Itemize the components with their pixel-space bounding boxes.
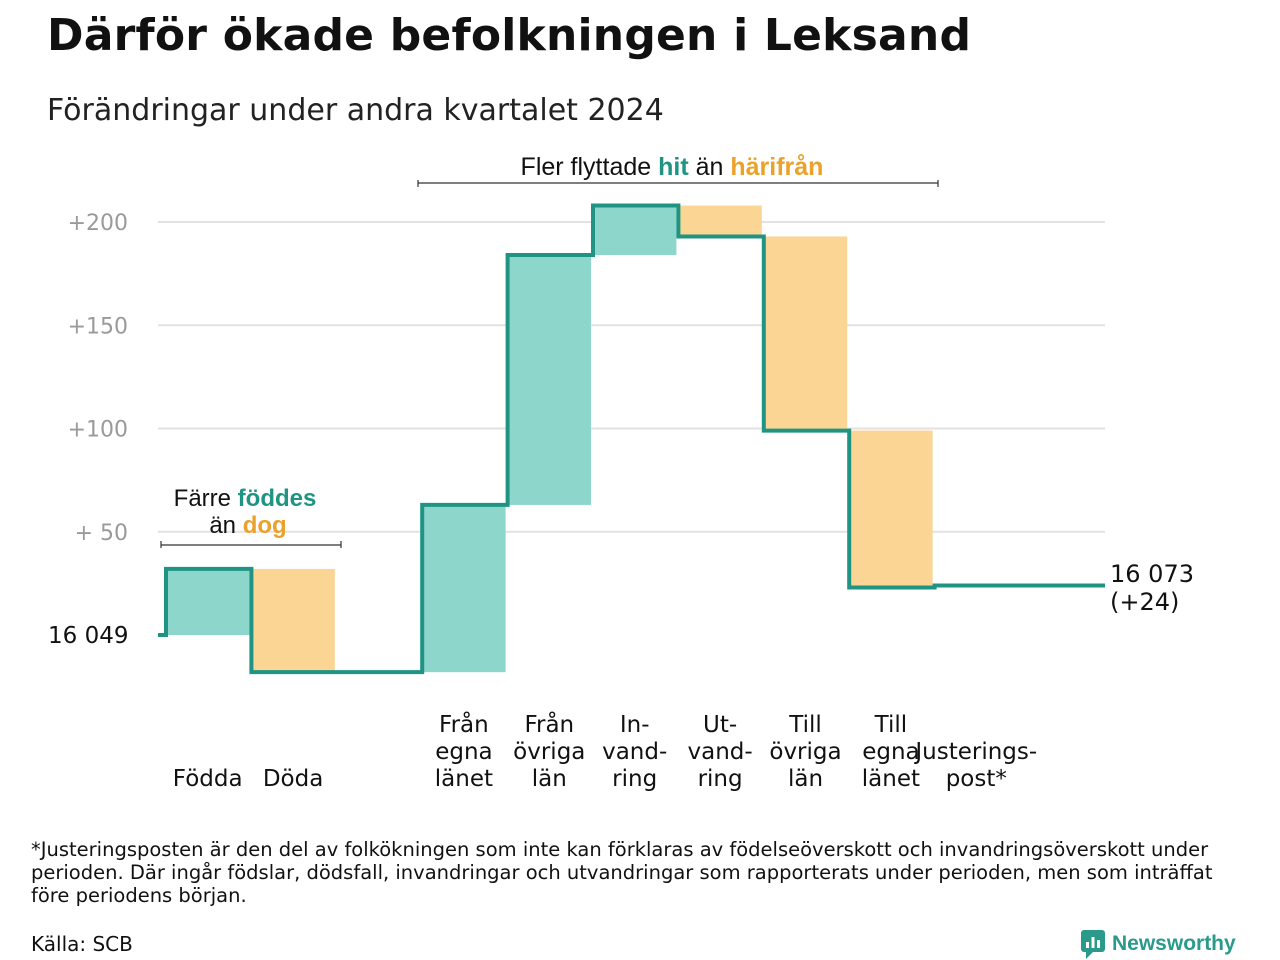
source-note: Källa: SCB [31, 932, 133, 956]
category-label: Ut- [703, 712, 737, 738]
category-label: länet [862, 766, 920, 792]
bar-out [678, 205, 762, 237]
births-annotation-line2: än dog [209, 512, 286, 539]
category-label: län [532, 766, 567, 792]
category-label: län [788, 766, 823, 792]
category-label: ring [612, 766, 657, 792]
category-label: Från [439, 710, 489, 738]
end-value-label: 16 073 [1110, 560, 1194, 588]
y-tick-label: + 50 [75, 521, 128, 546]
footnote: *Justeringsposten är den del av folkökni… [31, 838, 1213, 907]
category-label: övriga [513, 739, 585, 765]
chart-subtitle: Förändringar under andra kvartalet 2024 [47, 93, 664, 128]
bar-out [251, 568, 335, 673]
newsworthy-logo-text: Newsworthy [1112, 932, 1236, 955]
category-label: Justerings- [913, 739, 1037, 765]
category-label: Födda [173, 766, 243, 792]
category-label: Döda [263, 766, 323, 792]
bar-in [507, 255, 591, 505]
category-label: Till [788, 712, 822, 738]
births-annotation-line1: Färre föddes [174, 485, 317, 512]
newsworthy-logo-icon [1081, 930, 1105, 959]
population-step-line [158, 203, 1105, 675]
migration-annotation: Fler flyttade hit än härifrån [521, 153, 824, 181]
bar-out [849, 430, 933, 588]
bar-in [166, 568, 250, 635]
end-value-label: (+24) [1110, 588, 1179, 616]
bar-in [593, 205, 677, 256]
category-label: ring [698, 766, 743, 792]
category-label: länet [435, 766, 493, 792]
category-label: post* [946, 766, 1007, 792]
category-label: Från [524, 710, 574, 738]
category-label: vand- [602, 739, 667, 765]
newsworthy-logo: Newsworthy [1080, 928, 1236, 960]
chart-title: Därför ökade befolkningen i Leksand [47, 10, 972, 61]
category-label: vand- [688, 739, 753, 765]
start-value-label: 16 049 [48, 623, 128, 649]
y-tick-label: +150 [68, 314, 128, 339]
y-tick-label: +100 [68, 418, 128, 443]
category-label: egna [435, 739, 492, 765]
bar-out [763, 236, 848, 431]
y-tick-label: +200 [68, 211, 128, 236]
births-bracket [160, 541, 342, 548]
category-label: Till [874, 712, 908, 738]
bar-in [422, 504, 506, 673]
category-label: egna [862, 739, 919, 765]
category-label: In- [620, 712, 650, 738]
category-label: övriga [769, 739, 841, 765]
migration-bracket [417, 180, 939, 187]
